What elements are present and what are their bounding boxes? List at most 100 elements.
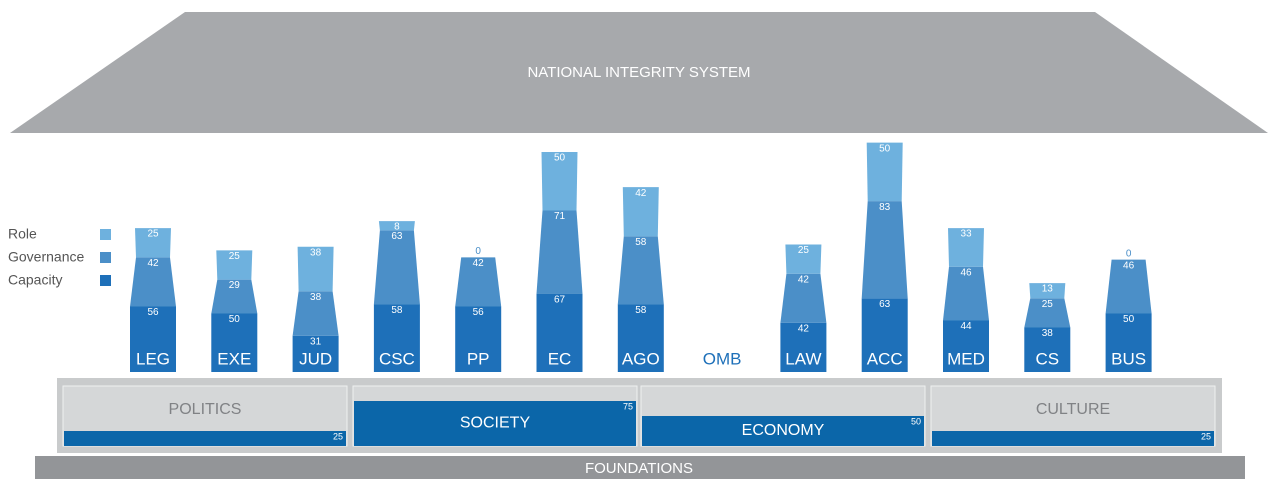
value-label: 42 [147,258,159,269]
pillar-label: CSC [379,349,415,368]
value-label: 56 [147,307,159,318]
pillar-segment [1105,313,1152,372]
pillar-segment [948,228,984,267]
value-label: 33 [960,229,972,240]
pillar-segment [1024,298,1071,328]
pillar-segment [536,210,583,294]
foundation-value: 25 [1201,431,1211,441]
value-label: 13 [1042,284,1054,295]
pillar-label: JUD [299,349,332,368]
pillar-segment [1024,327,1071,372]
pillar-segment [617,236,664,305]
value-label: 58 [391,305,403,316]
pillar-segment [130,306,176,372]
value-label: 44 [960,321,972,332]
chart-title: NATIONAL INTEGRITY SYSTEM [527,64,750,81]
pillar-segment [1029,283,1066,299]
foundation-label: SOCIETY [460,415,531,432]
pillar-label: ACC [867,349,903,368]
pillar-label: LEG [136,349,170,368]
pillar-segment [780,273,827,323]
pillar-label: AGO [622,349,660,368]
pillar-segment [861,201,908,299]
foundation-bar [642,416,924,446]
value-label: 42 [473,258,485,269]
pillar-segment [541,152,578,211]
value-label: 0 [1126,248,1132,259]
value-label: 38 [310,292,322,303]
legend-swatch [100,275,111,286]
foundations-title: FOUNDATIONS [585,460,693,477]
pillar-label: CS [1035,349,1059,368]
value-label: 29 [229,280,241,291]
foundation-bar [932,431,1214,446]
pillar-segment [455,257,502,307]
value-label: 42 [635,188,647,199]
roof [10,12,1268,133]
value-label: 42 [798,324,810,335]
foundation-value: 50 [911,416,921,426]
pillar-segment [292,335,339,372]
value-label: 58 [635,237,647,248]
foundation-bar [354,401,636,446]
pillar-segment [373,304,420,372]
legend-label: Capacity [8,272,62,288]
value-label: 25 [798,245,810,256]
pillar-label: EC [548,349,572,368]
value-label: 42 [798,274,810,285]
value-label: 31 [310,336,322,347]
pillar-label: BUS [1111,349,1146,368]
value-label: 67 [554,294,566,305]
pillar-label: MED [947,349,985,368]
value-label: 25 [1042,299,1054,310]
pillar-segment [943,266,989,321]
pillar-segment [373,230,420,305]
value-label: 83 [879,202,891,213]
value-label: 50 [229,314,241,325]
pillar-segment [780,322,827,372]
pillar-segment [943,320,989,372]
foundation-label: CULTURE [1036,401,1110,418]
foundation-bar [64,431,346,446]
legend-swatch [100,252,111,263]
pillar-segment [130,257,176,307]
pillar-label: LAW [785,349,821,368]
pillar-segment [211,279,258,314]
pillar-segment [785,244,822,274]
value-label: 46 [960,267,972,278]
value-label: 50 [554,153,566,164]
value-label: 25 [229,251,241,262]
value-label: 8 [394,222,400,233]
value-label: 50 [1123,314,1135,325]
value-label: 38 [1042,328,1054,339]
pillar-segment [617,304,664,372]
legend-label: Governance [8,249,84,265]
value-label: 46 [1123,260,1135,271]
pillar-segment [135,228,171,258]
pillar-segment [292,291,339,336]
pillar-segment [866,142,903,202]
foundation-label: POLITICS [169,401,242,418]
pillar-label: PP [467,349,490,368]
pillar-segment [211,313,258,372]
legend-swatch [100,229,111,240]
pillar-segment [455,306,502,372]
pillar-segment [536,293,583,372]
value-label: 0 [475,246,481,257]
pillar-segment [297,246,334,292]
pillar-segment [622,187,659,237]
pillar-label: OMB [703,349,742,368]
value-label: 38 [310,247,322,258]
value-label: 56 [473,307,485,318]
pillar-segment [1105,259,1152,314]
value-label: 25 [147,229,159,240]
legend-label: Role [8,226,37,242]
value-label: 58 [635,305,647,316]
value-label: 50 [879,143,891,154]
pillar-segment [378,221,415,231]
foundation-label: ECONOMY [742,422,825,439]
value-label: 63 [879,299,891,310]
value-label: 71 [554,211,566,222]
